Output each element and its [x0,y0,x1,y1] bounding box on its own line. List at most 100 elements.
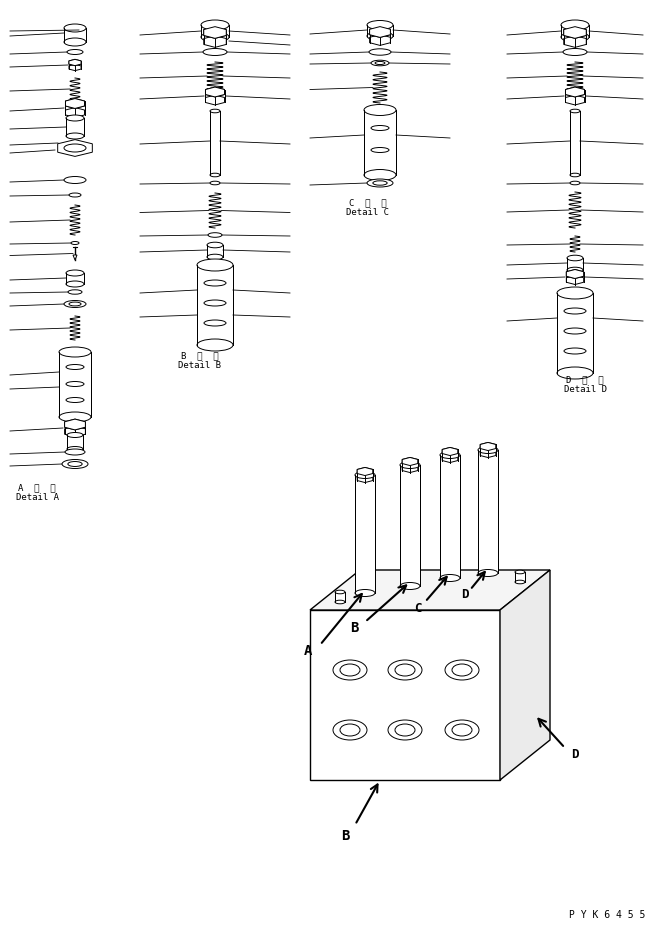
Ellipse shape [69,302,81,306]
Polygon shape [480,443,496,450]
Polygon shape [442,447,458,456]
Ellipse shape [557,287,593,299]
Text: A  詳  細: A 詳 細 [18,483,56,492]
Polygon shape [64,28,86,42]
Ellipse shape [367,32,393,40]
Polygon shape [563,27,586,38]
Ellipse shape [445,720,479,740]
Polygon shape [69,60,81,65]
Ellipse shape [204,320,226,326]
Polygon shape [442,447,458,456]
Polygon shape [480,449,496,458]
Ellipse shape [69,193,81,197]
Ellipse shape [340,664,360,676]
Polygon shape [210,111,220,175]
Polygon shape [566,269,584,279]
Ellipse shape [65,449,85,455]
Ellipse shape [66,364,84,369]
Ellipse shape [64,176,86,184]
Polygon shape [500,570,550,780]
Ellipse shape [71,241,79,244]
Polygon shape [364,110,396,175]
Ellipse shape [515,581,525,583]
Ellipse shape [201,20,229,30]
Polygon shape [357,468,373,475]
Ellipse shape [64,300,86,308]
Ellipse shape [210,181,220,185]
Polygon shape [335,592,345,602]
Ellipse shape [445,660,479,680]
Text: B: B [350,621,358,635]
Polygon shape [480,443,496,450]
Ellipse shape [452,724,472,736]
Polygon shape [59,352,91,417]
Polygon shape [442,455,458,462]
Polygon shape [204,27,226,38]
Polygon shape [206,87,224,97]
Polygon shape [69,60,81,65]
Ellipse shape [333,720,367,740]
Text: D  詳  細: D 詳 細 [566,375,604,384]
Polygon shape [207,245,223,257]
Ellipse shape [197,339,233,351]
Ellipse shape [207,254,223,260]
Ellipse shape [440,574,460,582]
Polygon shape [66,273,84,284]
Ellipse shape [567,255,583,261]
Ellipse shape [478,569,498,577]
Polygon shape [310,610,500,780]
Polygon shape [73,255,77,260]
Text: Detail D: Detail D [563,385,606,394]
Ellipse shape [66,133,84,139]
Polygon shape [357,468,373,475]
Ellipse shape [210,109,220,113]
Ellipse shape [59,412,91,422]
Ellipse shape [371,147,389,153]
Text: Detail A: Detail A [15,493,58,502]
Polygon shape [402,458,418,466]
Ellipse shape [204,300,226,306]
Ellipse shape [364,104,396,116]
Ellipse shape [66,270,84,276]
Ellipse shape [335,600,345,604]
Ellipse shape [355,472,375,478]
Polygon shape [204,27,226,38]
Polygon shape [370,27,391,37]
Ellipse shape [66,381,84,387]
Ellipse shape [567,267,583,273]
Polygon shape [357,474,373,483]
Ellipse shape [388,660,422,680]
Ellipse shape [452,664,472,676]
Ellipse shape [67,432,83,437]
Ellipse shape [557,367,593,379]
Ellipse shape [203,48,227,56]
Ellipse shape [204,280,226,286]
Ellipse shape [340,724,360,736]
Polygon shape [370,27,391,37]
Text: Detail B: Detail B [178,361,222,370]
Ellipse shape [62,459,88,469]
Ellipse shape [400,461,420,469]
Polygon shape [206,95,224,105]
Polygon shape [367,25,393,36]
Polygon shape [478,450,498,573]
Ellipse shape [66,115,84,121]
Ellipse shape [478,446,498,454]
Text: D: D [461,588,469,601]
Ellipse shape [364,170,396,181]
Ellipse shape [388,720,422,740]
Ellipse shape [201,32,229,42]
Ellipse shape [440,451,460,459]
Polygon shape [402,464,418,473]
Text: Detail C: Detail C [346,208,389,217]
Polygon shape [566,276,584,284]
Ellipse shape [355,590,375,596]
Ellipse shape [395,664,415,676]
Ellipse shape [208,233,222,238]
Ellipse shape [563,48,587,56]
Polygon shape [206,87,224,97]
Polygon shape [566,269,584,279]
Polygon shape [58,140,92,157]
Ellipse shape [210,173,220,177]
Polygon shape [563,35,586,48]
